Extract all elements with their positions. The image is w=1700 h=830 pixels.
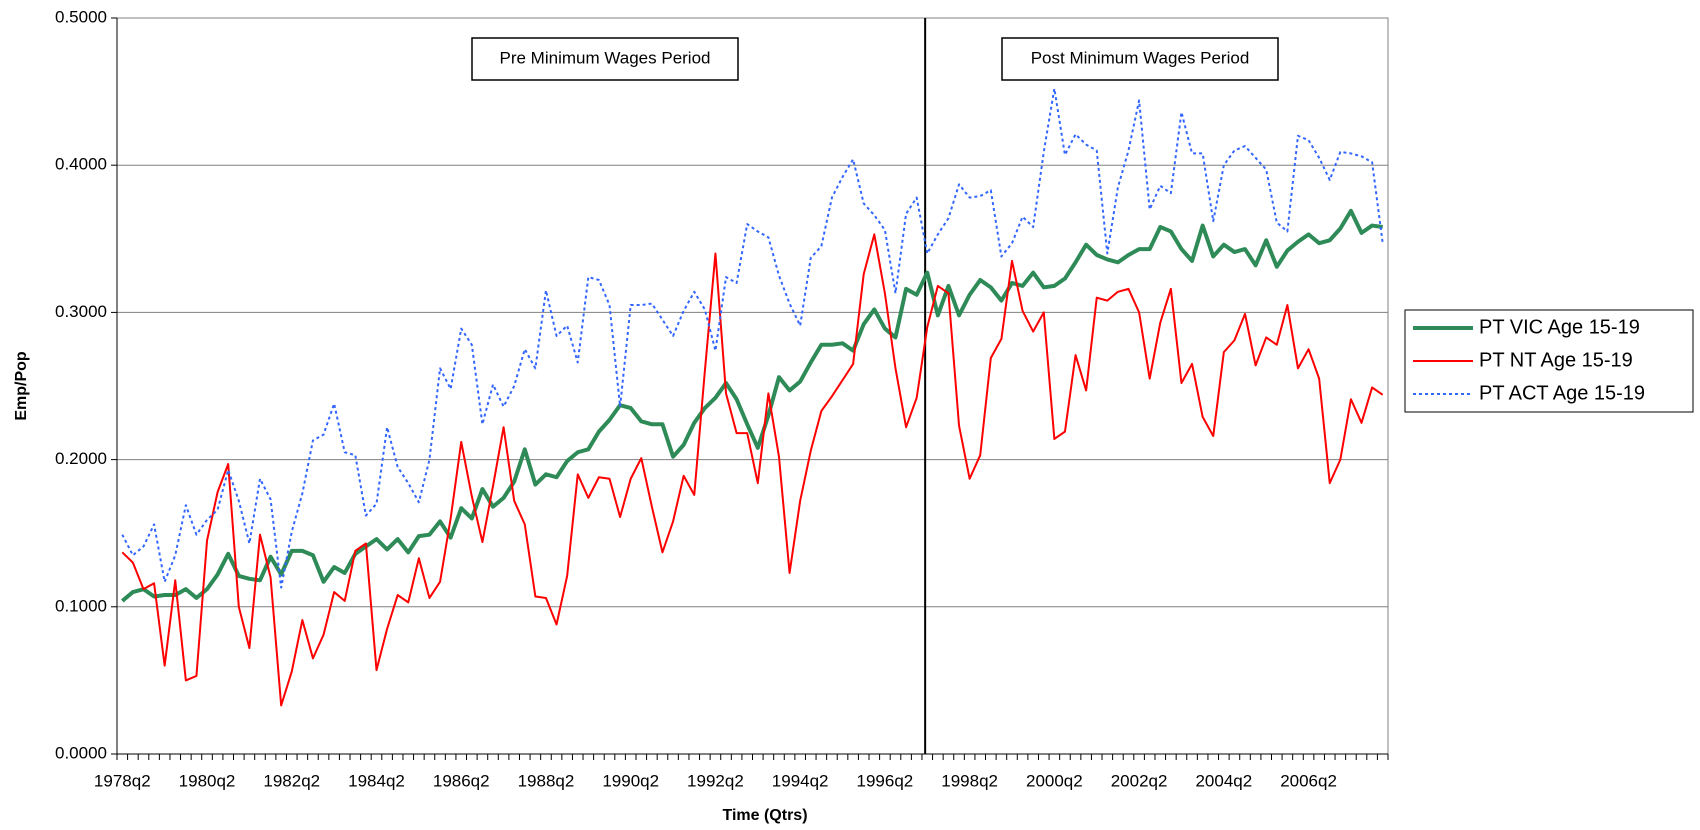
annotation: Post Minimum Wages Period [1031, 48, 1250, 67]
y-tick-label: 0.2000 [55, 449, 107, 468]
y-tick-label: 0.5000 [55, 7, 107, 26]
series-line [121, 233, 1384, 707]
x-axis-title: Time (Qtrs) [722, 807, 807, 824]
y-axis-title: Emp/Pop [13, 351, 30, 421]
annotation: Pre Minimum Wages Period [500, 48, 711, 67]
x-tick-label: 1984q2 [348, 771, 405, 790]
y-tick-label: 0.4000 [55, 155, 107, 174]
x-tick-label: 1992q2 [687, 771, 744, 790]
series-line [121, 87, 1384, 589]
x-tick-label: 2002q2 [1111, 771, 1168, 790]
x-tick-label: 2000q2 [1026, 771, 1083, 790]
y-tick-label: 0.3000 [55, 302, 107, 321]
y-tick-label: 0.0000 [55, 743, 107, 762]
x-tick-label: 1978q2 [94, 771, 151, 790]
x-tick-label: 2004q2 [1195, 771, 1252, 790]
plot-area [116, 17, 1389, 755]
series-line [121, 208, 1383, 603]
x-tick-label: 1994q2 [772, 771, 829, 790]
annotation-box [1001, 37, 1279, 81]
x-tick-label: 1980q2 [179, 771, 236, 790]
x-tick-label: 1996q2 [857, 771, 914, 790]
y-tick-label: 0.1000 [55, 596, 107, 615]
legend-label: PT NT Age 15-19 [1479, 349, 1633, 371]
x-tick-label: 1990q2 [602, 771, 659, 790]
legend-label: PT VIC Age 15-19 [1479, 316, 1640, 338]
x-tick-label: 1982q2 [263, 771, 320, 790]
x-tick-label: 2006q2 [1280, 771, 1337, 790]
x-tick-label: 1986q2 [433, 771, 490, 790]
x-tick-label: 1998q2 [941, 771, 998, 790]
x-tick-label: 1988q2 [518, 771, 575, 790]
annotation-box [471, 37, 739, 81]
legend-label: PT ACT Age 15-19 [1479, 382, 1645, 404]
